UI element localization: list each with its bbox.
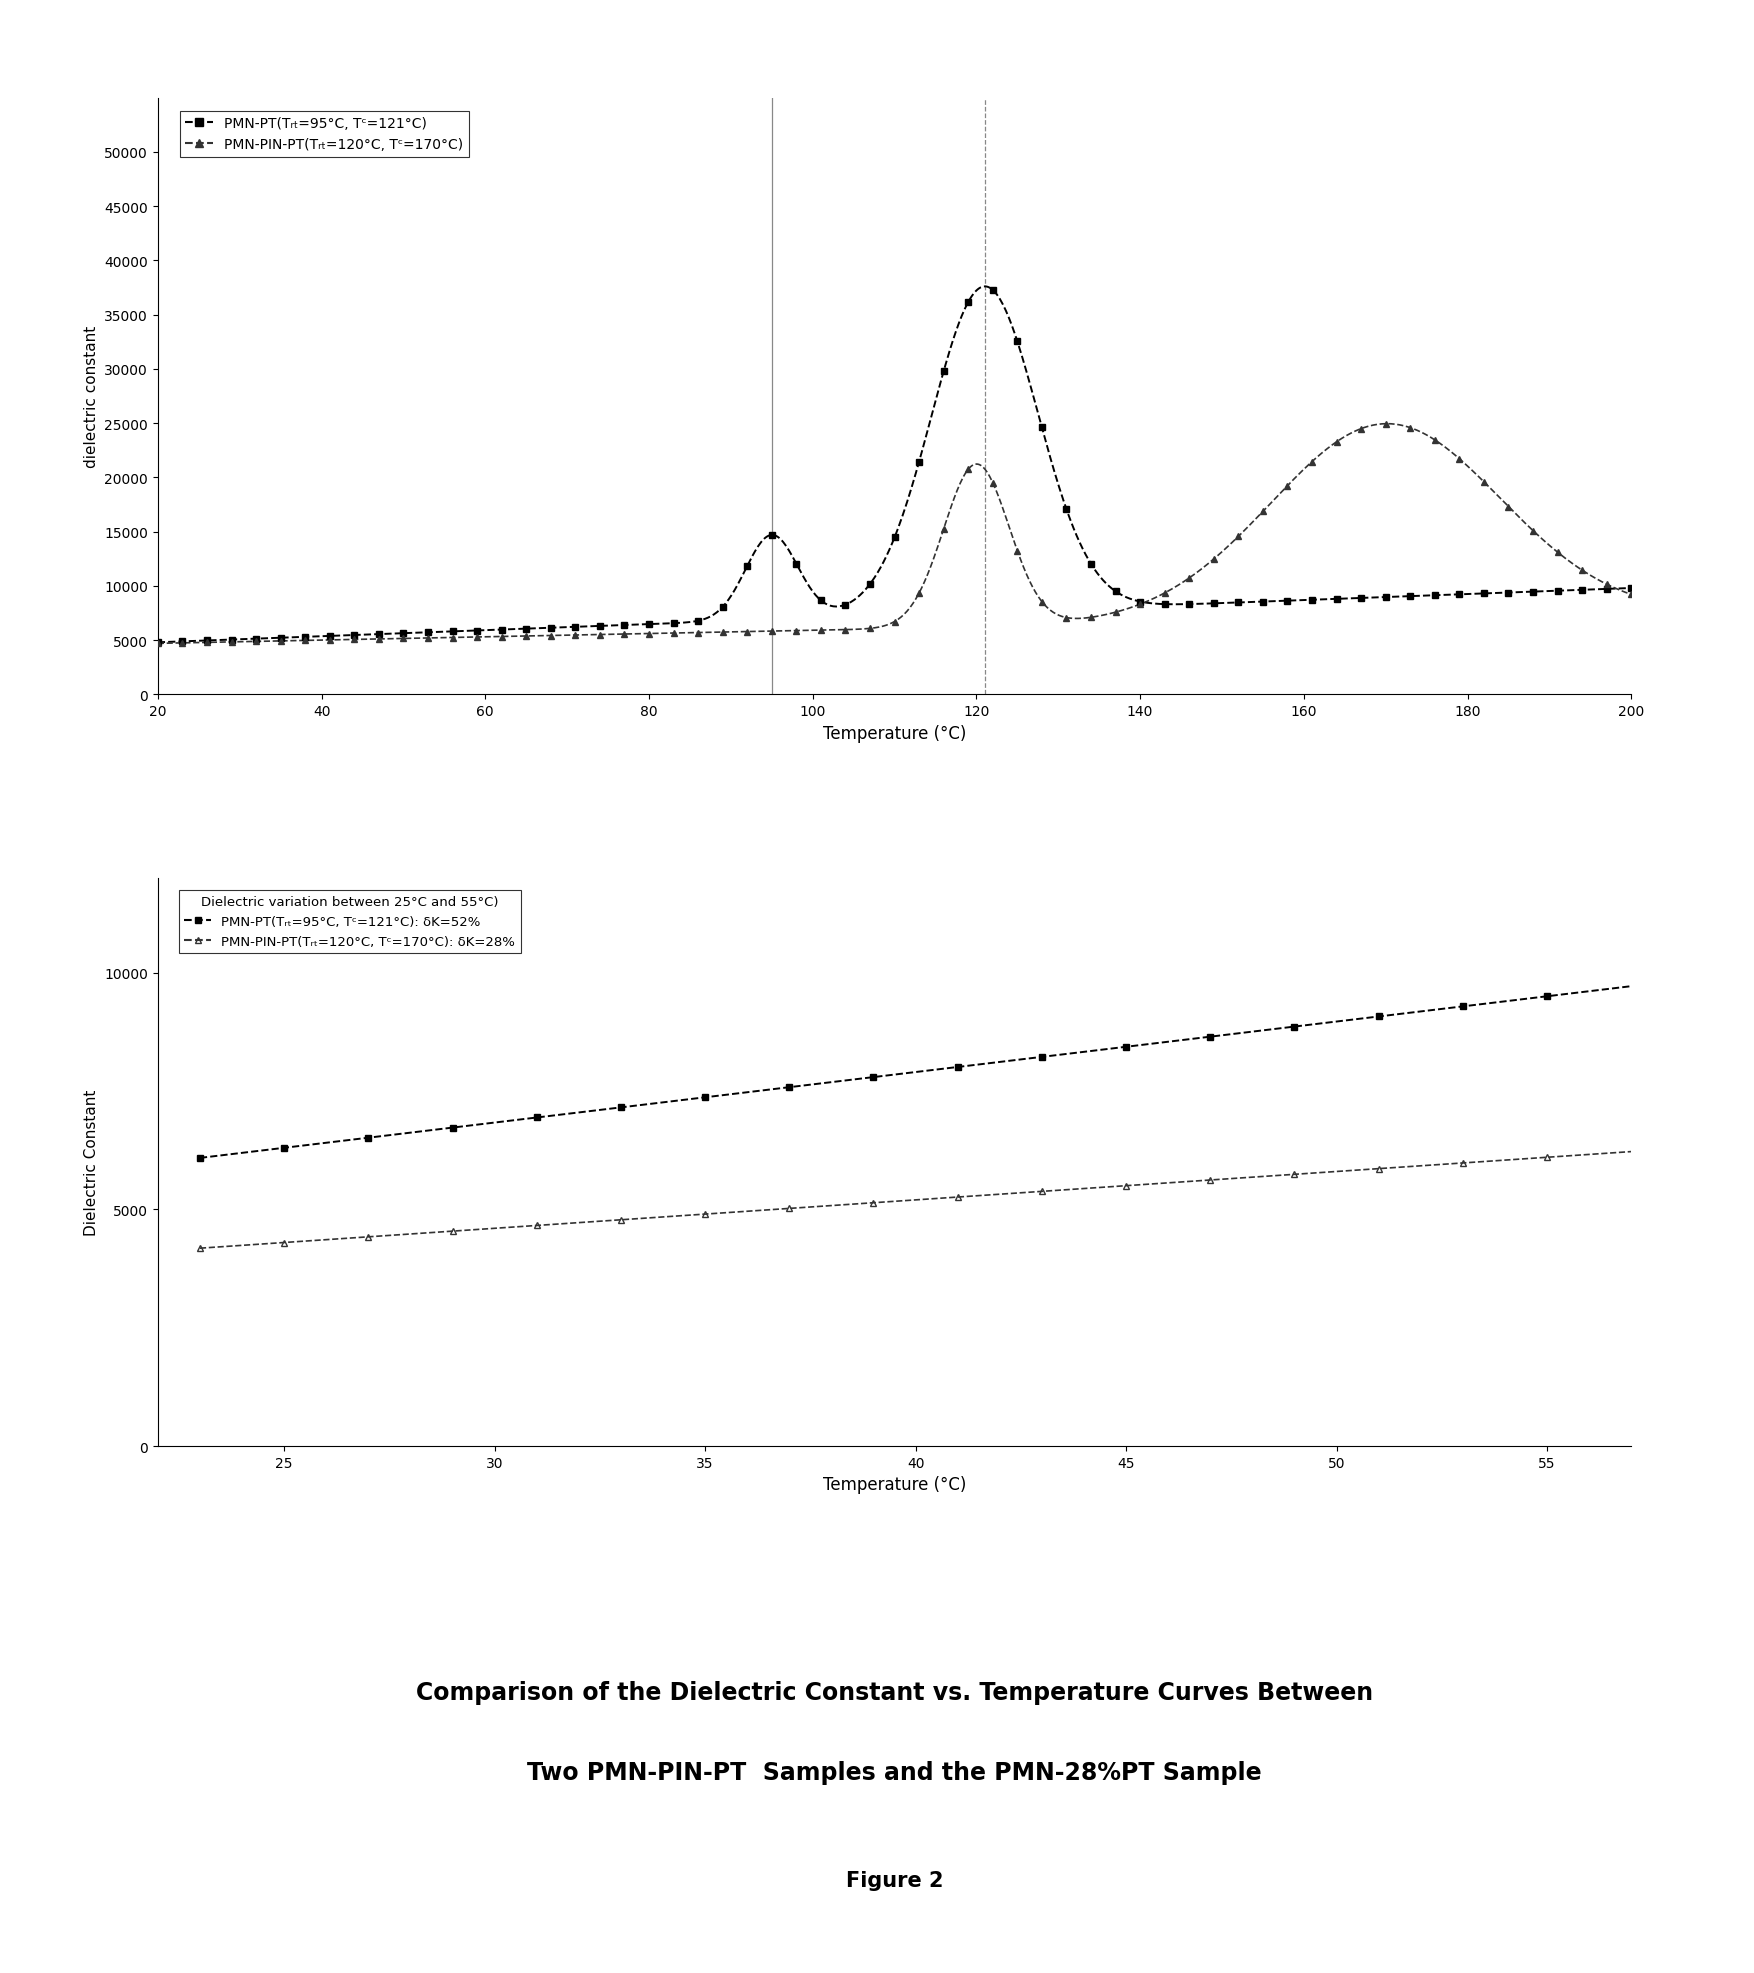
Y-axis label: dielectric constant: dielectric constant: [84, 326, 98, 468]
Text: Two PMN-PIN-PT  Samples and the PMN-28%PT Sample: Two PMN-PIN-PT Samples and the PMN-28%PT…: [528, 1760, 1261, 1784]
Legend: PMN-PT(Tᵣₜ=95°C, Tᶜ=121°C), PMN-PIN-PT(Tᵣₜ=120°C, Tᶜ=170°C): PMN-PT(Tᵣₜ=95°C, Tᶜ=121°C), PMN-PIN-PT(T…: [179, 112, 468, 158]
Text: Figure 2: Figure 2: [845, 1870, 944, 1890]
X-axis label: Temperature (°C): Temperature (°C): [823, 1476, 966, 1494]
Y-axis label: Dielectric Constant: Dielectric Constant: [84, 1089, 98, 1235]
X-axis label: Temperature (°C): Temperature (°C): [823, 724, 966, 742]
Text: Comparison of the Dielectric Constant vs. Temperature Curves Between: Comparison of the Dielectric Constant vs…: [416, 1681, 1373, 1705]
Legend: PMN-PT(Tᵣₜ=95°C, Tᶜ=121°C): δK=52%, PMN-PIN-PT(Tᵣₜ=120°C, Tᶜ=170°C): δK=28%: PMN-PT(Tᵣₜ=95°C, Tᶜ=121°C): δK=52%, PMN-…: [179, 890, 521, 953]
